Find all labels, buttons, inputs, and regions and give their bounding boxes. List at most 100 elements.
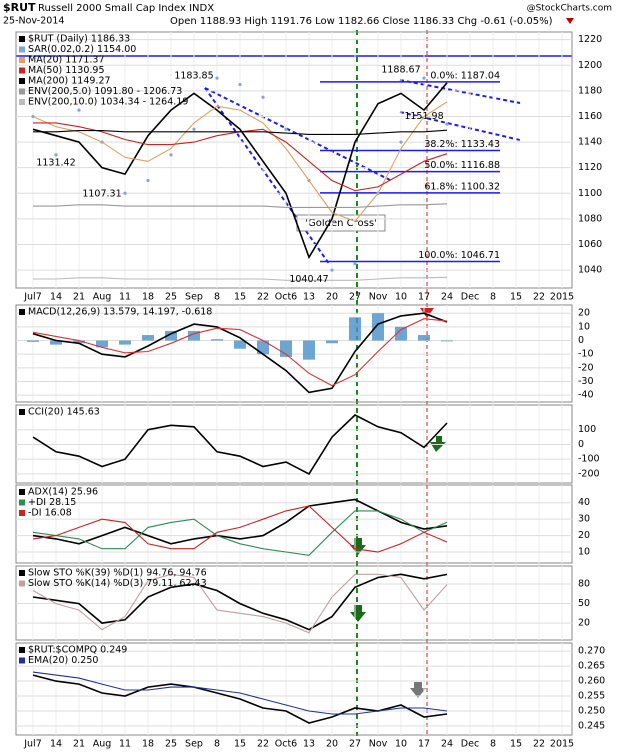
y-tick-label: -30 [578, 376, 594, 387]
y-tick-label: 1060 [578, 239, 602, 250]
series-line [32, 510, 448, 556]
panel-frame [15, 31, 573, 289]
legend-swatch [19, 67, 25, 74]
x-tick-label: Sep [185, 292, 203, 303]
sar-dot [123, 191, 127, 195]
panel-frame [15, 484, 573, 564]
series-line [32, 573, 448, 631]
x-tick-label: 8 [214, 739, 220, 750]
x-tick-label: 2015 [550, 292, 574, 303]
histogram-bar [119, 340, 131, 345]
histogram-bar [326, 340, 338, 344]
histogram-bar [372, 313, 384, 341]
y-tick-label: 1080 [578, 213, 602, 224]
y-tick-label: 0.270 [578, 646, 605, 657]
histogram-bar [441, 340, 453, 342]
x-tick-label: 22 [533, 292, 545, 303]
sar-dot [330, 268, 334, 272]
series-line [32, 573, 448, 634]
x-tick-label: 20 [326, 739, 338, 750]
histogram-bar [142, 335, 154, 341]
y-tick-label: 1220 [578, 34, 602, 45]
legend-swatch [19, 409, 25, 415]
series-line [32, 101, 448, 223]
x-tick-label: 15 [510, 292, 522, 303]
x-tick-label: 14 [50, 292, 62, 303]
histogram-bar [257, 340, 269, 355]
sar-dot [422, 76, 426, 80]
y-tick-label: -200 [578, 468, 600, 479]
legend-swatch [19, 46, 25, 53]
x-tick-label: 27 [349, 739, 361, 750]
trend-line [399, 79, 521, 104]
series-line [32, 312, 448, 394]
x-tick-label: 2015 [550, 739, 574, 750]
x-tick-label: 17 [418, 739, 430, 750]
x-tick-label: Nov [369, 292, 388, 303]
legend-swatch [19, 99, 25, 105]
symbol: $RUT [3, 1, 36, 14]
arrow [350, 605, 366, 622]
x-tick-label: 22 [257, 292, 269, 303]
x-tick-label: 18 [142, 292, 154, 303]
source: @StockCharts.com [527, 4, 612, 14]
x-tick-label: 20 [326, 292, 338, 303]
histogram-bar [418, 335, 430, 341]
x-tick-label: 11 [119, 739, 131, 750]
y-tick-label: 1200 [578, 60, 602, 71]
x-tick-label: 24 [441, 739, 453, 750]
legend-label: EMA(20) 0.250 [28, 655, 98, 666]
y-tick-label: 50 [578, 598, 590, 609]
y-tick-label: -100 [578, 454, 600, 465]
x-tick-label: 22 [533, 739, 545, 750]
arrow [410, 682, 426, 698]
x-tick-label: 25 [165, 292, 177, 303]
annotation: 'Golden Cross' [305, 218, 377, 229]
fib-label: 61.8%: 1100.32 [424, 181, 500, 192]
legend-label: $RUT:$COMPQ 0.249 [28, 645, 127, 656]
point-label: 1151.98 [404, 111, 443, 122]
histogram-bar [96, 340, 108, 348]
legend-swatch [19, 489, 25, 495]
sar-dot [284, 127, 288, 131]
histogram-bar [50, 340, 62, 345]
x-tick-label: 13 [303, 292, 315, 303]
x-tick-label: 21 [73, 292, 85, 303]
legend-label: -DI 16.08 [28, 508, 72, 519]
y-tick-label: 10 [578, 321, 590, 332]
legend-swatch [19, 309, 25, 315]
y-tick-label: 30 [578, 514, 590, 525]
quote: Open 1188.93 High 1191.76 Low 1182.66 Cl… [170, 16, 553, 27]
x-tick-label: 15 [234, 739, 246, 750]
x-tick-label: Aug [93, 292, 112, 303]
x-tick-label: 25 [165, 739, 177, 750]
x-tick-label: 18 [142, 739, 154, 750]
fib-label: 50.0%: 1116.88 [424, 160, 500, 171]
y-tick-label: 1100 [578, 188, 602, 199]
series-line [32, 82, 448, 260]
histogram-bar [73, 340, 85, 344]
y-tick-label: 80 [578, 579, 590, 590]
panel-frame [15, 642, 573, 736]
y-tick-label: 0 [578, 439, 584, 450]
legend-label: ADX(14) 25.96 [28, 487, 98, 498]
x-tick-label: 15 [234, 292, 246, 303]
y-tick-label: 1140 [578, 137, 602, 148]
x-tick-label: 15 [510, 739, 522, 750]
trend-line [204, 87, 331, 266]
sar-dot [215, 76, 219, 80]
legend-label: MA(200) 1149.27 [28, 76, 111, 87]
legend-label: SAR(0.02,0.2) 1154.00 [28, 44, 136, 55]
point-label: 1107.31 [82, 188, 121, 199]
histogram-bar [303, 340, 315, 360]
legend-label: +DI 28.15 [28, 497, 76, 508]
sar-dot [399, 140, 403, 144]
sar-dot [238, 82, 242, 87]
histogram-bar [234, 340, 246, 349]
point-label: 1188.67 [381, 64, 420, 75]
y-tick-label: 1160 [578, 111, 602, 122]
x-tick-label: 22 [257, 739, 269, 750]
y-tick-label: 20 [578, 530, 590, 541]
